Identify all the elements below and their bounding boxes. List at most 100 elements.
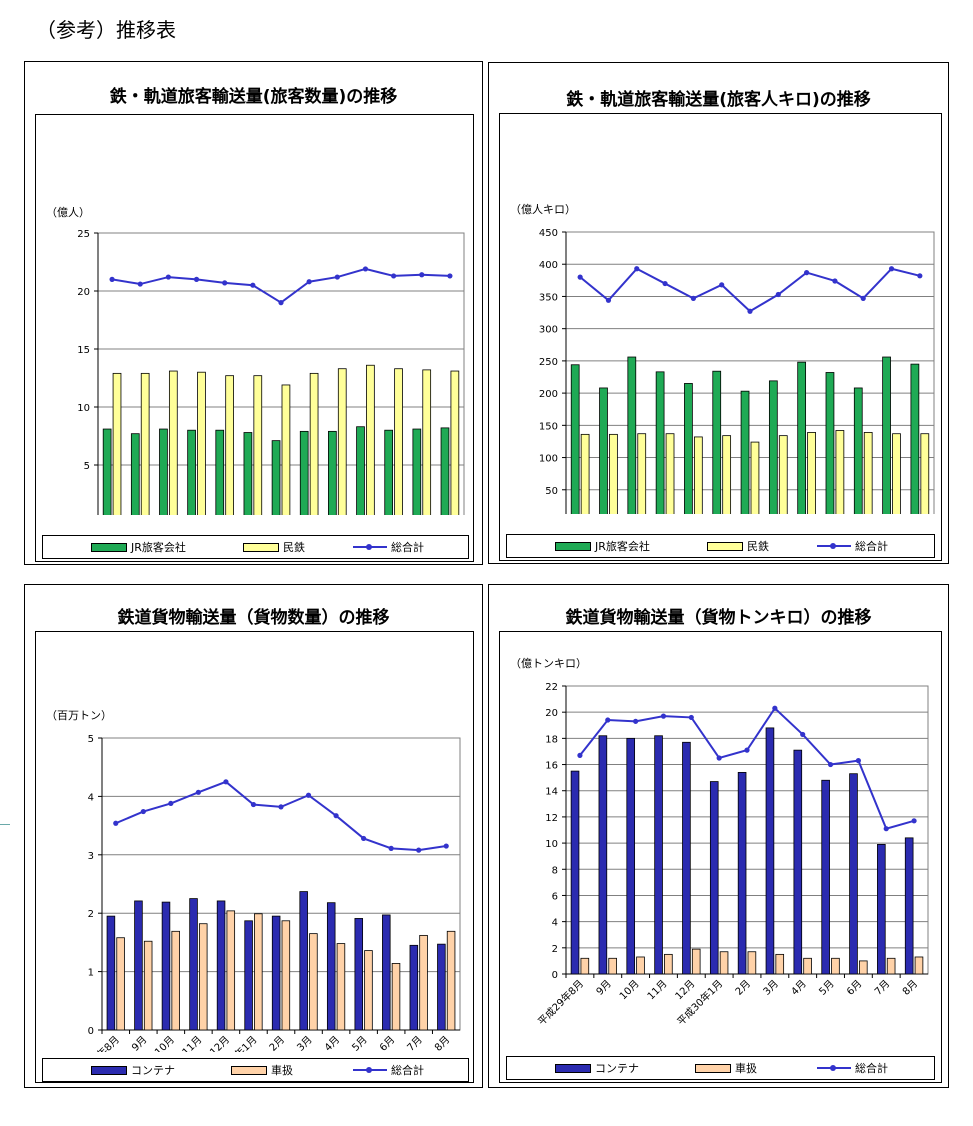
total-point — [362, 266, 369, 272]
legend-swatch-total — [817, 542, 851, 550]
total-point — [827, 761, 834, 768]
total-point — [634, 266, 640, 272]
total-point — [719, 282, 725, 288]
bar-private — [892, 433, 901, 514]
bar-jr — [356, 426, 365, 515]
bar-jr — [910, 363, 920, 514]
bar-private — [835, 430, 845, 514]
total-point — [195, 789, 201, 795]
chart-panel-passengers: 鉄・軌道旅客輸送量(旅客数量)の推移 （億人）0510152025平成29年8月… — [24, 61, 483, 565]
bar-private — [225, 375, 234, 515]
bar-private — [693, 436, 703, 514]
x-tick-label: 11月 — [645, 978, 670, 1003]
legend-swatch-private — [707, 541, 743, 551]
bar-wagon — [747, 951, 757, 975]
y-tick-label: 300 — [539, 325, 558, 336]
y-tick-label: 16 — [545, 761, 558, 772]
total-point — [193, 276, 200, 282]
y-axis-unit: （億トンキロ） — [510, 657, 587, 670]
bar-private — [920, 433, 930, 514]
legend-item-total: 総合計 — [817, 1057, 888, 1079]
x-tick-label: 3月 — [761, 978, 781, 998]
x-tick-label: 平成29年8月 — [71, 1033, 122, 1052]
chart-panel-passenger-km: 鉄・軌道旅客輸送量(旅客人キロ)の推移 （億人キロ）05010015020025… — [488, 62, 949, 564]
legend-label-container: コンテナ — [131, 1064, 175, 1077]
bar-container — [134, 900, 143, 1031]
y-tick-label: 0 — [88, 1026, 94, 1037]
bar-private — [637, 433, 647, 514]
legend-label-total: 総合計 — [391, 541, 424, 554]
y-tick-label: 18 — [545, 734, 558, 745]
y-tick-label: 100 — [539, 454, 558, 465]
bar-private — [580, 433, 590, 514]
total-point — [333, 813, 339, 819]
legend-label-total: 総合計 — [391, 1064, 424, 1077]
y-tick-label: 8 — [552, 865, 558, 876]
total-point — [662, 280, 668, 287]
y-tick-label: 2 — [552, 944, 558, 955]
y-tick-label: 4 — [88, 792, 94, 803]
bar-wagon — [391, 963, 401, 1031]
legend-item-container: コンテナ — [91, 1059, 175, 1081]
y-tick-label: 5 — [88, 734, 94, 745]
x-tick-label: 3月 — [295, 1034, 315, 1052]
bar-container — [354, 918, 364, 1031]
total-point — [140, 808, 146, 815]
total-point — [775, 291, 781, 298]
total-point — [305, 792, 312, 798]
x-tick-label: 8月 — [900, 978, 920, 998]
total-point — [278, 804, 284, 810]
legend-item-total: 総合計 — [353, 536, 424, 558]
bar-wagon — [254, 913, 263, 1031]
chart-svg: （億トンキロ） 0 2 4 6 8 10 12 14 16 18 20 22 平成29年8月 9月 10月 11… — [510, 657, 929, 1028]
bar-private — [807, 432, 816, 514]
y-tick-label: 1 — [88, 968, 94, 979]
total-point — [888, 266, 895, 272]
chart-panel-freight-ton-km: 鉄道貨物輸送量（貨物トンキロ）の推移 （億トンキロ） 0 2 4 6 8 10 12 14 16 1… — [488, 584, 949, 1088]
x-tick-label: 2月 — [267, 1034, 287, 1052]
chart-title: 鉄道貨物輸送量（貨物トンキロ）の推移 — [565, 608, 872, 628]
y-axis-unit: （億人） — [46, 206, 90, 219]
chart-svg: （億人キロ）050100150200250300350400450平成29年8月… — [510, 203, 935, 514]
total-point — [917, 273, 923, 279]
total-point — [605, 297, 612, 303]
bar-container — [654, 735, 663, 975]
total-point — [633, 718, 639, 724]
margin-mark — [0, 824, 10, 825]
bar-container — [326, 902, 336, 1031]
x-tick-label: 9月 — [129, 1034, 149, 1052]
bar-wagon — [664, 953, 673, 975]
legend-label-container: コンテナ — [595, 1062, 639, 1075]
bar-wagon — [775, 953, 785, 975]
legend-item-jr: JR旅客会社 — [91, 536, 186, 558]
legend-swatch-private — [243, 542, 279, 552]
legend-swatch-wagon — [231, 1065, 267, 1075]
bar-private — [337, 368, 347, 515]
x-tick-label: 7月 — [405, 1034, 425, 1052]
x-tick-label: 5月 — [350, 1034, 370, 1052]
bar-container — [244, 920, 253, 1031]
bar-jr — [412, 428, 422, 515]
x-tick-label: 6月 — [844, 978, 864, 998]
bar-private — [450, 370, 460, 515]
bar-container — [189, 898, 198, 1031]
total-point — [804, 270, 810, 276]
bar-container — [299, 891, 308, 1031]
bar-jr — [215, 429, 225, 515]
bar-wagon — [281, 920, 291, 1031]
legend-item-wagon: 車扱 — [231, 1059, 293, 1081]
y-tick-label: 10 — [77, 403, 90, 414]
total-point — [416, 847, 422, 853]
total-point — [690, 295, 696, 301]
y-tick-label: 20 — [545, 708, 558, 719]
total-point — [419, 272, 425, 278]
legend-label-jr: JR旅客会社 — [595, 540, 650, 553]
total-point — [109, 276, 115, 282]
legend-swatch-jr — [91, 542, 127, 552]
y-tick-label: 250 — [539, 357, 558, 368]
total-point — [800, 731, 806, 738]
legend-item-private: 民鉄 — [243, 536, 305, 558]
total-point — [577, 274, 583, 280]
bar-jr — [853, 387, 863, 514]
x-tick-label: 平成29年8月 — [535, 977, 586, 1028]
